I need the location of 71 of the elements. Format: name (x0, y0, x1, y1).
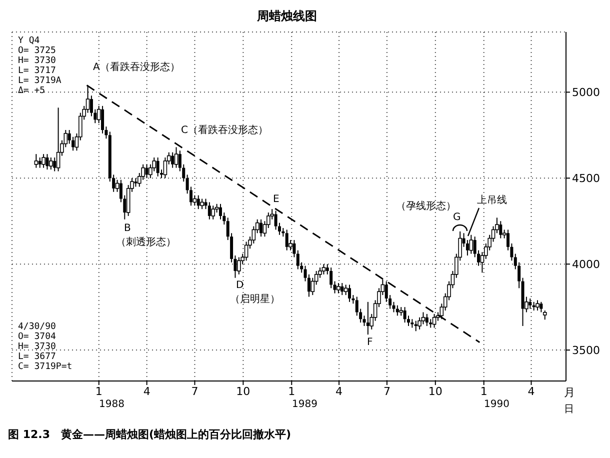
candlestick (366, 301, 370, 336)
annotation: B (124, 222, 131, 236)
candlestick (34, 154, 38, 168)
x-tick-label: 10 (428, 384, 442, 398)
candlestick (528, 298, 532, 310)
candlestick (204, 198, 208, 210)
candlestick (42, 154, 46, 168)
text: 1988 (99, 398, 124, 412)
candlestick (292, 240, 296, 258)
x-tick-label: 1 (95, 384, 102, 398)
candlestick (425, 313, 428, 326)
candlestick (237, 256, 241, 275)
text: 1990 (484, 398, 510, 412)
annotation: C（看跌吞没形态） (181, 124, 268, 138)
x-tick-label: 1 (480, 384, 488, 398)
candlestick (260, 218, 263, 238)
annotation: F (367, 336, 373, 350)
annotation: （启明星） (230, 293, 280, 307)
candlestick (196, 194, 200, 210)
candlestick (340, 282, 344, 296)
candlestick (145, 164, 148, 179)
candlestick (336, 282, 340, 294)
annotation: G (453, 211, 461, 225)
candlestick (348, 284, 352, 302)
candlestick (536, 300, 540, 312)
text: 1989 (292, 398, 318, 412)
x-tick-label: 1 (288, 384, 296, 398)
candlestick (56, 107, 60, 172)
annotation: D (236, 279, 244, 293)
candlestick (344, 284, 348, 296)
annotation: Y Q4 O= 3725 H= 3730 L= 3717 L= 3719A Δ= +5 (18, 36, 62, 96)
x-tick-label: 10 (236, 384, 250, 398)
text: 日 (564, 403, 574, 417)
candlestick (499, 220, 502, 239)
candlestick (296, 250, 300, 270)
chart-title: 周蜡烛线图 (256, 8, 318, 25)
annotation: （孕线形态） (396, 200, 456, 212)
annotation: 上吊线 (477, 194, 507, 208)
candlestick (540, 301, 543, 313)
candlestick (174, 146, 178, 168)
x-tick-label: 7 (191, 384, 198, 398)
candlestick (322, 264, 326, 275)
y-tick-label: 4500 (572, 172, 600, 186)
x-tick-label: 4 (143, 384, 150, 398)
x-tick-label: 4 (528, 384, 535, 398)
candlestick (330, 267, 333, 289)
candlestick (403, 306, 406, 324)
caption: 图 12.3 黄金——周蜡烛图(蜡烛图上的百分比回撤水平) (8, 428, 292, 442)
annotation: 4/30/90 O= 3704 H= 3730 L= 3677 C= 3719P=t (18, 322, 72, 372)
y-tick-label: 5000 (572, 86, 600, 100)
candlestick (208, 202, 211, 220)
candlestick (333, 280, 336, 294)
candlestick (432, 313, 436, 328)
x-axis-title: 月 (564, 385, 575, 400)
candlestick (171, 152, 174, 168)
candlestick (156, 157, 160, 177)
annotation: E (273, 193, 280, 207)
annotation: A（看跌吞没形态） (93, 61, 180, 75)
candlestick (285, 229, 288, 251)
candlestick (542, 310, 547, 320)
candlestick (46, 154, 49, 170)
annotation: （刺透形态） (116, 236, 176, 250)
x-tick-label: 4 (336, 384, 343, 398)
candlestick (211, 205, 216, 220)
y-tick-label: 3500 (572, 344, 600, 357)
y-tick-label: 4000 (572, 258, 600, 271)
x-tick-label: 7 (383, 384, 390, 398)
candlestick (200, 198, 204, 210)
candlestick (469, 234, 474, 254)
candlestick (38, 157, 42, 168)
candlestick (49, 157, 53, 170)
